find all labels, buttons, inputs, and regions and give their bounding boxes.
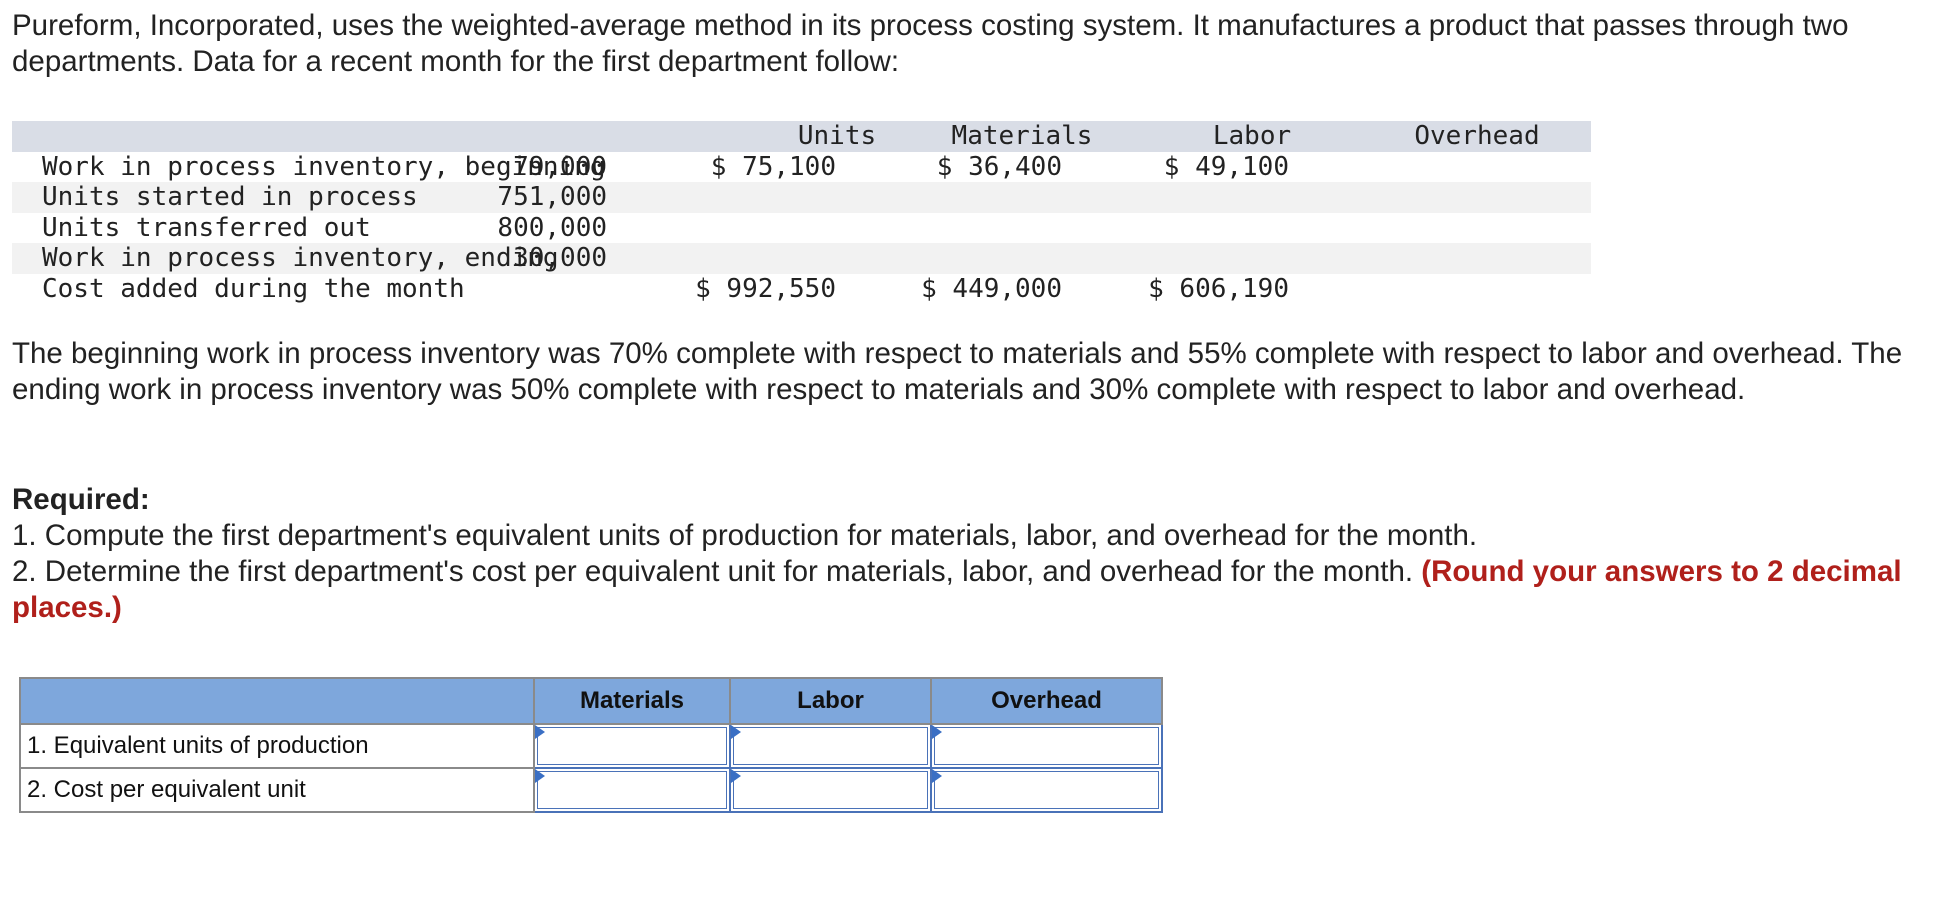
units-header: Units xyxy=(797,121,877,151)
overhead-value: $ 606,190 xyxy=(1148,273,1289,304)
flag-icon xyxy=(932,725,942,739)
intro-paragraph: Pureform, Incorporated, uses the weighte… xyxy=(12,9,1849,78)
cost-per-unit-labor-cell xyxy=(729,767,932,813)
materials-value: $ 75,100 xyxy=(710,151,836,182)
labor-value: $ 36,400 xyxy=(936,151,1062,182)
row-label: Units started in process xyxy=(42,182,418,212)
equivalent-units-materials-input[interactable] xyxy=(537,727,727,765)
flag-icon xyxy=(535,725,545,739)
units-value: 30,000 xyxy=(513,243,607,273)
flag-icon xyxy=(932,769,942,783)
equivalent-units-overhead-input[interactable] xyxy=(934,727,1159,765)
equivalent-units-materials-cell xyxy=(533,723,731,769)
equivalent-units-labor-input[interactable] xyxy=(733,727,928,765)
answer-row-cost-per-unit: 2. Cost per equivalent unit xyxy=(19,767,1163,813)
cost-per-unit-materials-input[interactable] xyxy=(537,771,727,809)
answer-row-equivalent-units: 1. Equivalent units of production xyxy=(19,723,1163,769)
equivalent-units-labor-cell xyxy=(729,723,932,769)
flag-icon xyxy=(731,769,741,783)
data-table-header: Units Materials Labor Overhead xyxy=(12,121,1591,152)
row-label: Units transferred out xyxy=(42,212,371,243)
required-section: Required: 1. Compute the first departmen… xyxy=(12,482,1922,626)
description-paragraph: The beginning work in process inventory … xyxy=(12,337,1903,406)
overhead-column-header: Overhead xyxy=(930,677,1163,725)
cost-data-table: Units Materials Labor Overhead Work in p… xyxy=(12,121,1591,304)
flag-icon xyxy=(535,769,545,783)
cost-per-unit-overhead-input[interactable] xyxy=(934,771,1159,809)
units-value: 751,000 xyxy=(497,182,607,212)
required-item-1: 1. Compute the first department's equiva… xyxy=(12,519,1478,552)
row-label: Work in process inventory, ending xyxy=(42,243,559,273)
cost-per-unit-labor-input[interactable] xyxy=(733,771,928,809)
data-row-units-started: Units started in process 751,000 xyxy=(12,182,1591,213)
equivalent-units-overhead-cell xyxy=(930,723,1163,769)
answer-table-header: Materials Labor Overhead xyxy=(19,677,1163,725)
answer-table: Materials Labor Overhead 1. Equivalent u… xyxy=(19,677,1163,813)
required-title: Required: xyxy=(12,483,150,516)
blank-header xyxy=(19,677,535,725)
data-row-wip-beginning: Work in process inventory, beginning 79,… xyxy=(12,152,1591,183)
row-label: 1. Equivalent units of production xyxy=(19,723,535,769)
cost-per-unit-materials-cell xyxy=(533,767,731,813)
overhead-header: Overhead xyxy=(1414,121,1540,151)
flag-icon xyxy=(731,725,741,739)
data-row-units-transferred: Units transferred out 800,000 xyxy=(12,213,1591,244)
materials-value: $ 992,550 xyxy=(695,273,836,304)
rounding-note: (Round your answers to 2 decimal places.… xyxy=(12,555,1902,624)
units-value: 800,000 xyxy=(497,212,607,243)
materials-column-header: Materials xyxy=(533,677,731,725)
cost-per-unit-overhead-cell xyxy=(930,767,1163,813)
labor-value: $ 449,000 xyxy=(921,273,1062,304)
overhead-value: $ 49,100 xyxy=(1163,151,1289,182)
data-row-cost-added: Cost added during the month $ 992,550 $ … xyxy=(12,274,1591,305)
labor-header: Labor xyxy=(1212,121,1292,151)
row-label: 2. Cost per equivalent unit xyxy=(19,767,535,813)
labor-column-header: Labor xyxy=(729,677,932,725)
data-row-wip-ending: Work in process inventory, ending 30,000 xyxy=(12,243,1591,274)
materials-header: Materials xyxy=(951,121,1093,151)
required-item-2: 2. Determine the first department's cost… xyxy=(12,555,1414,588)
row-label: Work in process inventory, beginning xyxy=(42,151,606,182)
units-value: 79,000 xyxy=(513,151,607,182)
row-label: Cost added during the month xyxy=(42,273,465,304)
